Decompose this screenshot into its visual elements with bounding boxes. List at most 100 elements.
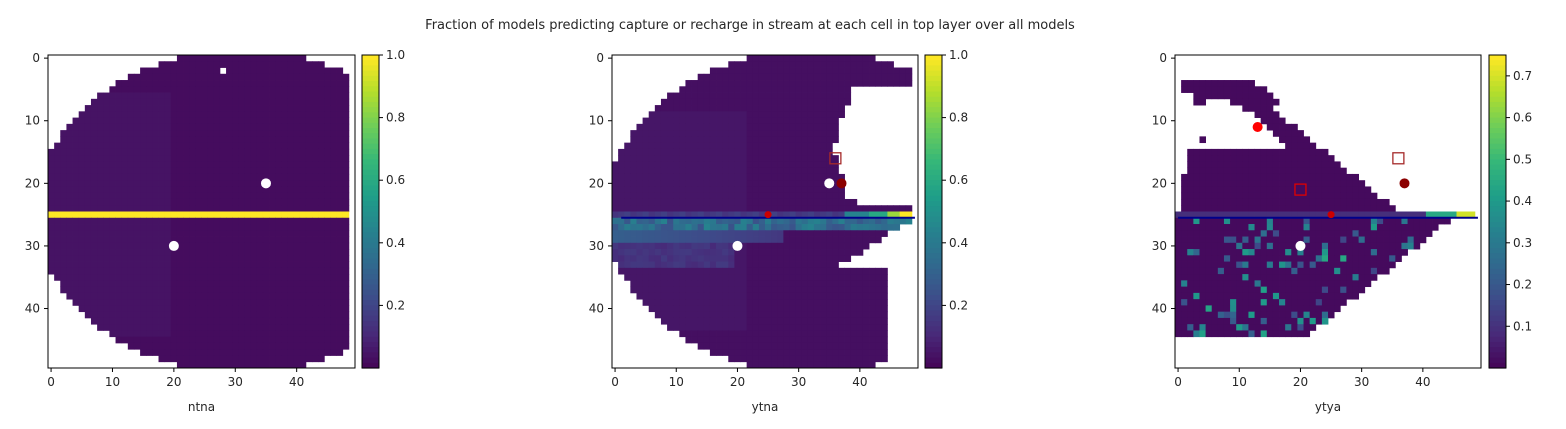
heatmap-cell bbox=[697, 305, 705, 313]
heatmap-cell bbox=[746, 342, 754, 350]
heatmap-cell bbox=[636, 155, 643, 162]
heatmap-cell bbox=[1223, 267, 1231, 275]
heatmap-cell bbox=[140, 167, 147, 175]
heatmap-cell bbox=[269, 142, 276, 150]
heatmap-cell bbox=[1230, 267, 1237, 275]
heatmap-cell bbox=[838, 299, 845, 306]
heatmap-cell bbox=[667, 173, 674, 181]
heatmap-cell bbox=[1346, 205, 1353, 212]
heatmap-cell bbox=[213, 205, 221, 212]
heatmap-cell bbox=[679, 286, 686, 294]
heatmap-cell bbox=[740, 336, 748, 344]
heatmap-cell bbox=[716, 286, 723, 294]
heatmap-cell bbox=[654, 155, 662, 162]
heatmap-cell bbox=[256, 161, 264, 169]
heatmap-cell bbox=[838, 286, 845, 294]
heatmap-cell bbox=[1376, 261, 1384, 269]
heatmap-cell bbox=[330, 336, 337, 344]
heatmap-cell bbox=[673, 280, 680, 288]
heatmap-cell bbox=[48, 211, 55, 219]
heatmap-cell bbox=[765, 80, 772, 87]
heatmap-cell bbox=[618, 205, 625, 212]
heatmap-cell bbox=[195, 148, 202, 156]
colorbar-segment bbox=[925, 164, 942, 171]
heatmap-cell bbox=[716, 255, 723, 262]
heatmap-cell bbox=[293, 98, 301, 106]
heatmap-cell bbox=[170, 292, 178, 300]
heatmap-cell bbox=[330, 224, 337, 231]
heatmap-cell bbox=[207, 342, 215, 350]
heatmap-cell bbox=[207, 255, 215, 262]
heatmap-cell bbox=[170, 305, 178, 313]
heatmap-cell bbox=[48, 236, 55, 244]
heatmap-cell bbox=[250, 173, 258, 181]
heatmap-cell bbox=[869, 267, 876, 275]
heatmap-cell bbox=[728, 205, 735, 212]
heatmap-cell bbox=[299, 336, 307, 344]
heatmap-cell bbox=[752, 242, 760, 250]
heatmap-cell bbox=[1199, 92, 1206, 100]
heatmap-cell bbox=[305, 148, 313, 156]
heatmap-cell bbox=[654, 192, 662, 200]
heatmap-cell bbox=[807, 286, 815, 294]
heatmap-cell bbox=[305, 80, 313, 87]
heatmap-cell bbox=[734, 274, 741, 281]
heatmap-cell bbox=[195, 336, 202, 344]
heatmap-cell bbox=[109, 274, 116, 281]
heatmap-cell bbox=[1340, 224, 1347, 231]
heatmap-cell bbox=[807, 349, 815, 356]
heatmap-cell bbox=[238, 173, 245, 181]
heatmap-cell bbox=[856, 342, 864, 350]
heatmap-cell bbox=[1272, 161, 1280, 169]
heatmap-cell bbox=[826, 274, 833, 281]
heatmap-cell bbox=[648, 198, 656, 206]
heatmap-cell bbox=[250, 142, 258, 150]
heatmap-cell bbox=[115, 155, 123, 162]
heatmap-cell bbox=[673, 242, 680, 250]
heatmap-cell bbox=[813, 105, 821, 112]
heatmap-cell bbox=[293, 73, 301, 81]
heatmap-cell bbox=[1321, 148, 1329, 156]
heatmap-cell bbox=[612, 173, 619, 181]
heatmap-cell bbox=[140, 311, 147, 319]
heatmap-cell bbox=[875, 274, 882, 281]
heatmap-cell bbox=[709, 73, 717, 81]
heatmap-cell bbox=[667, 198, 674, 206]
heatmap-cell bbox=[752, 217, 760, 225]
heatmap-cell bbox=[336, 305, 344, 313]
heatmap-cell bbox=[170, 230, 178, 237]
heatmap-cell bbox=[862, 292, 870, 300]
heatmap-cell bbox=[777, 330, 784, 338]
heatmap-cell bbox=[1199, 86, 1206, 93]
heatmap-cell bbox=[807, 186, 815, 194]
heatmap-cell bbox=[164, 217, 172, 225]
heatmap-cell bbox=[734, 98, 741, 106]
heatmap-cell bbox=[1383, 242, 1390, 250]
heatmap-cell bbox=[826, 86, 833, 93]
heatmap-cell bbox=[305, 111, 313, 118]
heatmap-cell bbox=[856, 349, 864, 356]
heatmap-cell bbox=[342, 148, 350, 156]
heatmap-cell bbox=[66, 173, 73, 181]
heatmap-cell bbox=[336, 67, 344, 75]
heatmap-cell bbox=[685, 198, 692, 206]
heatmap-cell bbox=[133, 311, 141, 319]
heatmap-cell bbox=[115, 274, 123, 281]
heatmap-cell bbox=[630, 242, 637, 250]
heatmap-cell bbox=[269, 161, 276, 169]
heatmap-cell bbox=[771, 86, 778, 93]
heatmap-cell bbox=[90, 205, 98, 212]
heatmap-cell bbox=[176, 105, 184, 112]
heatmap-cell bbox=[97, 217, 104, 225]
heatmap-cell bbox=[195, 342, 202, 350]
heatmap-cell bbox=[734, 330, 741, 338]
heatmap-cell bbox=[826, 198, 833, 206]
heatmap-cell bbox=[250, 299, 258, 306]
heatmap-cell bbox=[697, 142, 705, 150]
heatmap-cell bbox=[305, 86, 313, 93]
heatmap-cell bbox=[679, 274, 686, 281]
heatmap-cell bbox=[685, 249, 692, 256]
heatmap-cell bbox=[801, 67, 809, 75]
heatmap-cell bbox=[121, 192, 129, 200]
heatmap-cell bbox=[697, 86, 705, 93]
